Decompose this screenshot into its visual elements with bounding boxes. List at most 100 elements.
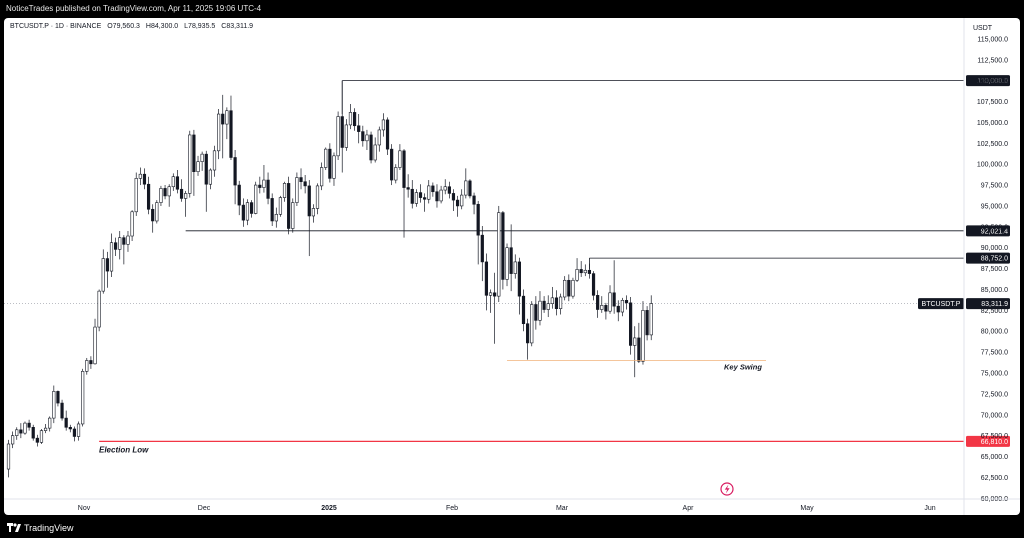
candle-body (249, 202, 254, 214)
candle-body (291, 202, 295, 229)
candle-body (443, 186, 447, 191)
candle-body (68, 426, 72, 430)
candle-body (299, 177, 303, 183)
price-tick-label: 115,000.0 (977, 36, 1008, 43)
candle-body (175, 176, 180, 190)
candle-body (179, 188, 184, 199)
candle-body (427, 185, 431, 200)
candle-body (637, 337, 641, 362)
time-tick-label: Jun (924, 505, 935, 512)
candle-body (587, 269, 592, 274)
candle-body (64, 417, 68, 428)
chart-panel[interactable]: BTCUSDT.P · 1D · BINANCE O79,560.3 H84,3… (4, 18, 1020, 515)
price-tick-label: 107,500.0 (977, 99, 1008, 106)
time-tick-label: Nov (78, 505, 91, 512)
candle-body (414, 192, 418, 204)
candle-body (608, 292, 612, 312)
horizontal-levels: 110,000.0 92,021.4 88,752.0 66,810.0 BTCUSDT… (4, 75, 1010, 447)
candle-body (204, 153, 208, 185)
candle-body (423, 197, 427, 200)
candle-body (546, 303, 550, 310)
candle-body (381, 119, 386, 131)
candle-body (60, 402, 64, 419)
candle-body (142, 173, 147, 185)
level-price-tag (966, 75, 1010, 87)
candle-body (130, 211, 134, 237)
candle-body (431, 185, 435, 193)
candle-body (237, 184, 241, 206)
price-tick-label: 90,000.0 (981, 245, 1008, 252)
time-tick-label: Mar (556, 505, 569, 512)
candle-body (567, 279, 571, 297)
candle-body (101, 258, 105, 292)
flash-icon[interactable] (720, 482, 734, 496)
candle-body (163, 188, 167, 197)
candle-body (295, 177, 299, 203)
symbol-ohlc-legend: BTCUSDT.P · 1D · BINANCE O79,560.3 H84,3… (10, 23, 257, 30)
candle-body (596, 295, 600, 310)
candle-body (200, 153, 204, 162)
tradingview-brand[interactable]: TradingView (24, 523, 74, 533)
price-tick-label: 72,500.0 (981, 391, 1008, 398)
candle-body (534, 304, 538, 321)
candle-body (11, 435, 15, 445)
candle-body (97, 290, 101, 328)
candle-body (484, 261, 489, 296)
candle-body (48, 417, 52, 429)
candle-body (72, 428, 77, 437)
candle-body (649, 303, 653, 336)
candle-body (620, 300, 624, 313)
candle-body (15, 429, 19, 436)
candle-body (641, 310, 645, 362)
candle-body (629, 302, 633, 346)
price-axis[interactable]: 60,000.062,500.065,000.067,500.070,000.0… (963, 18, 1008, 515)
candlestick-chart[interactable]: 110,000.0 92,021.4 88,752.0 66,810.0 BTCUSDT… (4, 18, 1020, 515)
candle-body (365, 134, 369, 142)
candle-body (583, 269, 587, 274)
candle-body (311, 208, 315, 217)
candle-body (521, 295, 526, 325)
candle-body (225, 110, 229, 125)
candle-body (254, 184, 258, 214)
price-tick-label: 105,000.0 (977, 120, 1008, 127)
time-tick-label: 2025 (321, 505, 337, 512)
candle-body (451, 193, 456, 201)
candle-body (526, 323, 530, 344)
tradingview-logo-icon (7, 523, 21, 532)
candle-body (633, 337, 637, 346)
candle-body (258, 184, 262, 188)
ohlc-close: C83,311.9 (221, 23, 254, 30)
candle-body (287, 183, 291, 229)
candle-body (31, 426, 35, 439)
candle-body (464, 180, 468, 196)
candle-body (497, 212, 501, 297)
symbol-name[interactable]: BTCUSDT.P · 1D · BINANCE (10, 23, 102, 30)
price-tick-label: 77,500.0 (981, 350, 1008, 357)
candle-body (591, 273, 596, 296)
price-tick-label: 65,000.0 (981, 454, 1008, 461)
candle-body (542, 300, 546, 310)
candle-body (336, 116, 340, 157)
price-tick-label: 110,000.0 (977, 78, 1008, 85)
candle-body (538, 300, 542, 321)
candle-body (517, 261, 521, 297)
candle-body (472, 195, 476, 205)
candle-body (361, 131, 365, 142)
candle-body (332, 155, 336, 179)
candle-body (126, 235, 130, 245)
candle-body (89, 360, 93, 365)
candle-body (212, 150, 217, 171)
candle-body (35, 437, 39, 443)
candle-body (377, 129, 381, 146)
level-price-label: 110,000.0 (977, 78, 1008, 85)
price-tick-label: 102,500.0 (977, 141, 1008, 148)
price-tick-label: 95,000.0 (981, 203, 1008, 210)
price-tick-label: 100,000.0 (977, 162, 1008, 169)
key-swing-label: Key Swing (724, 362, 762, 371)
level-price-tag (966, 252, 1010, 264)
time-axis[interactable]: Nov Dec 2025 Feb Mar Apr May Jun (4, 498, 1020, 512)
price-tick-label: 80,000.0 (981, 329, 1008, 336)
level-price-label: 88,752.0 (981, 256, 1008, 263)
price-tick-label: 92,500.0 (981, 224, 1008, 231)
